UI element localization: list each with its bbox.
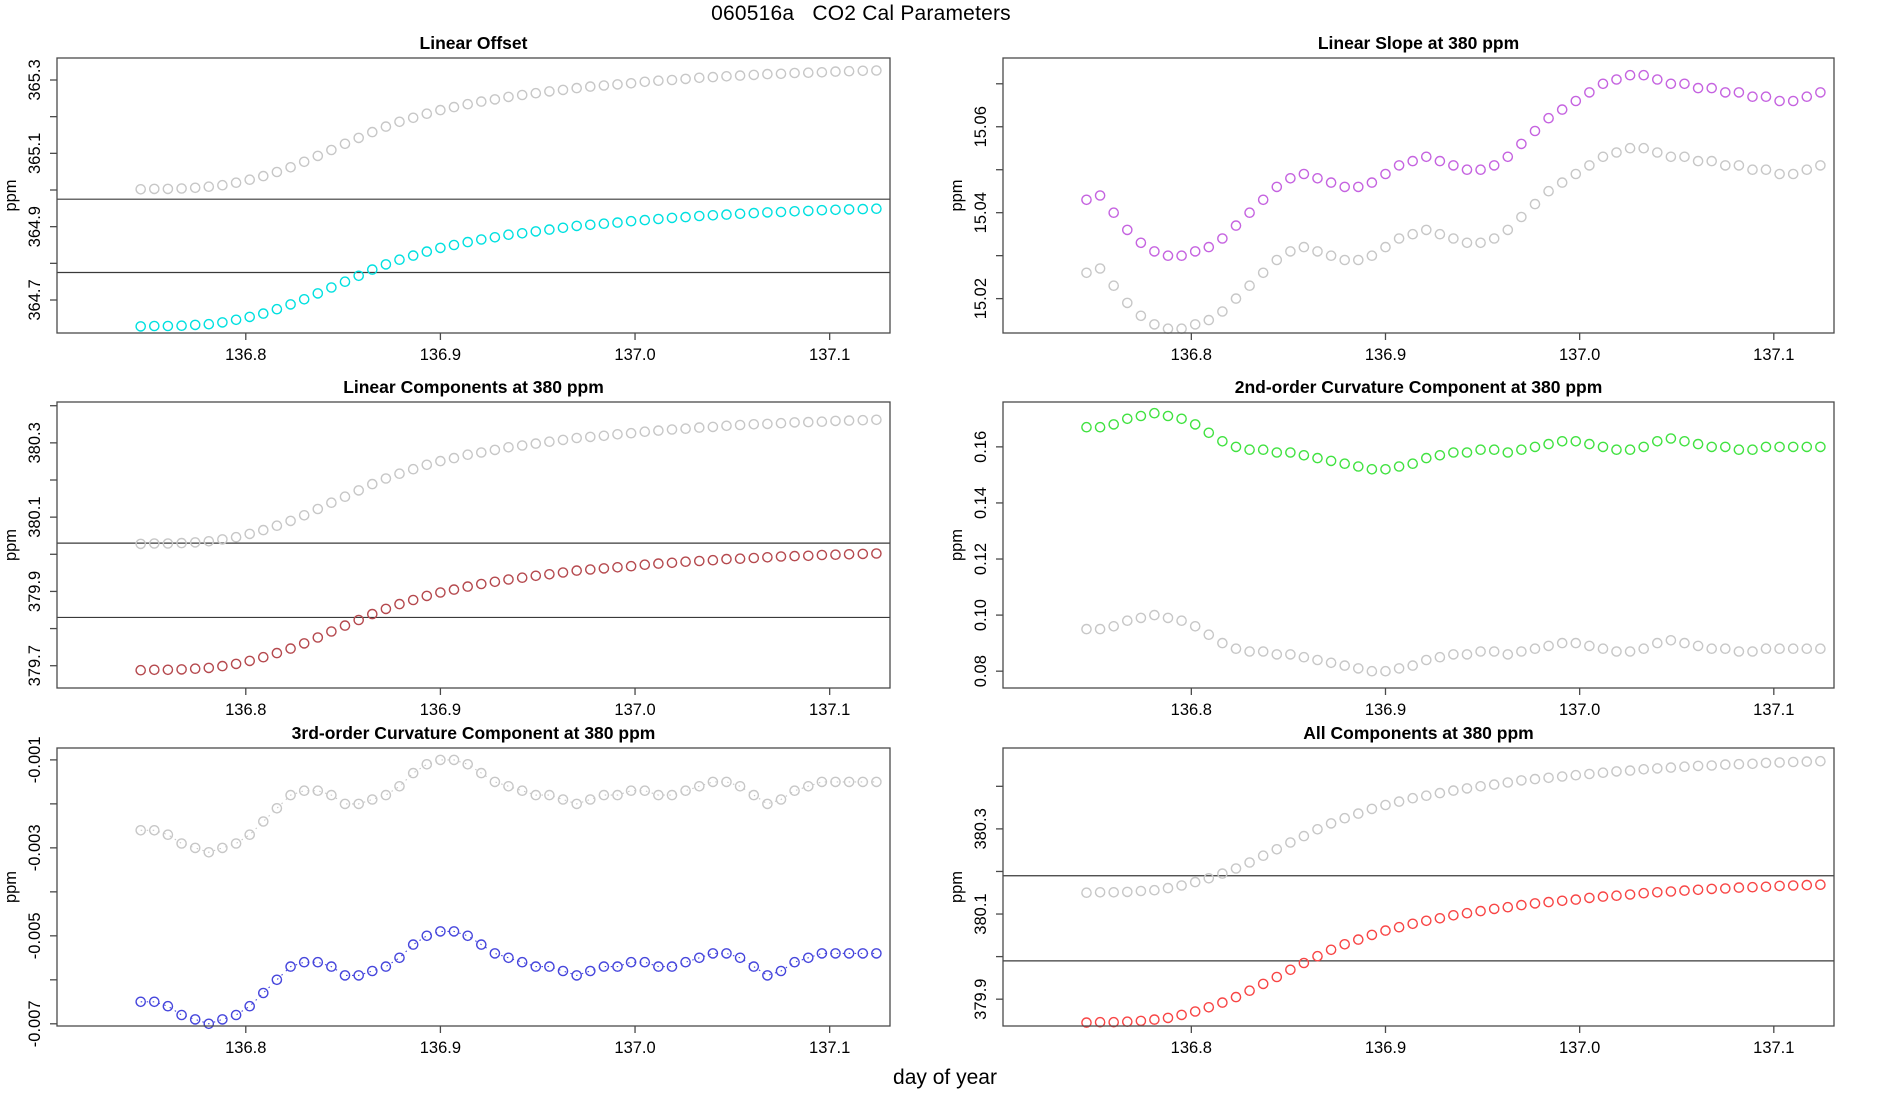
x-tick-label: 136.8 bbox=[1171, 346, 1212, 364]
panel-linear-offset: Linear Offset 136.8 136.9 137.0 137.1 364.7 36… bbox=[2, 30, 904, 379]
y-tick-label: 0.14 bbox=[972, 487, 990, 519]
y-tick-label: -0.005 bbox=[26, 912, 44, 959]
panel-title: Linear Components at 380 ppm bbox=[343, 377, 604, 397]
y-tick-label: -0.003 bbox=[26, 824, 44, 871]
x-tick-label: 137.0 bbox=[614, 346, 655, 364]
series-reference-offset-gray bbox=[135, 65, 882, 195]
plot-frame bbox=[1002, 747, 1835, 1027]
series-reference-curv2-gray bbox=[1081, 609, 1826, 677]
x-axis-label: day of year bbox=[893, 1066, 997, 1089]
x-tick-label: 136.9 bbox=[420, 701, 461, 719]
series-curv2-green bbox=[1081, 407, 1826, 475]
y-tick-label: 379.9 bbox=[26, 571, 44, 612]
x-tick-label: 136.8 bbox=[225, 1039, 266, 1057]
y-tick-label: -0.001 bbox=[26, 736, 44, 783]
panel-title: 3rd-order Curvature Component at 380 ppm bbox=[292, 723, 656, 743]
series-reference-all-gray bbox=[1081, 755, 1826, 898]
x-tick-label: 137.0 bbox=[1559, 1039, 1600, 1057]
series-reference-curv3-gray bbox=[135, 754, 882, 858]
x-tick-label: 137.0 bbox=[614, 1039, 655, 1057]
plot-frame bbox=[56, 401, 891, 689]
series-reference-slope-gray bbox=[1081, 142, 1826, 335]
plot-svg: Linear Offset 136.8 136.9 137.0 137.1 364.7 36… bbox=[2, 33, 891, 364]
y-tick-label: 380.1 bbox=[972, 893, 990, 934]
y-tick-label: 379.9 bbox=[972, 979, 990, 1020]
panel-3rd-order-curvature: 3rd-order Curvature Component at 380 ppm… bbox=[2, 720, 904, 1072]
x-tick-label: 136.9 bbox=[420, 346, 461, 364]
y-tick-label: -0.007 bbox=[26, 1000, 44, 1047]
y-tick-label: 365.3 bbox=[26, 59, 44, 100]
x-tick-label: 137.0 bbox=[1559, 346, 1600, 364]
figure-title: 060516a CO2 Cal Parameters bbox=[711, 2, 1011, 25]
x-tick-label: 136.9 bbox=[1365, 701, 1406, 719]
panel-all-components: All Components at 380 ppm 136.8 136.9 137.0… bbox=[948, 720, 1848, 1072]
panel-linear-slope: Linear Slope at 380 ppm 136.8 136.9 137.0 13… bbox=[948, 30, 1848, 379]
x-tick-label: 136.9 bbox=[1365, 346, 1406, 364]
plot-svg: All Components at 380 ppm 136.8 136.9 137.0… bbox=[948, 723, 1835, 1057]
panel-title: Linear Offset bbox=[420, 33, 528, 53]
panel-title: Linear Slope at 380 ppm bbox=[1318, 33, 1519, 53]
plot-svg: 3rd-order Curvature Component at 380 ppm… bbox=[2, 723, 891, 1057]
y-tick-label: 15.04 bbox=[972, 192, 990, 233]
x-tick-label: 136.9 bbox=[420, 1039, 461, 1057]
x-tick-label: 136.9 bbox=[1365, 1039, 1406, 1057]
series-slope-magenta bbox=[1081, 69, 1826, 261]
plot-frame bbox=[1002, 401, 1835, 689]
panel-2nd-order-curvature: 2nd-order Curvature Component at 380 ppm… bbox=[948, 374, 1848, 734]
y-tick-label: 364.7 bbox=[26, 279, 44, 320]
panel-linear-components: Linear Components at 380 ppm 136.8 136.9 13… bbox=[2, 374, 904, 734]
series-all-red bbox=[1081, 879, 1826, 1028]
y-tick-label: 364.9 bbox=[26, 206, 44, 247]
x-tick-label: 136.8 bbox=[1171, 1039, 1212, 1057]
x-tick-label: 137.0 bbox=[614, 701, 655, 719]
x-tick-label: 137.1 bbox=[809, 1039, 850, 1057]
series-offset-cyan bbox=[135, 203, 882, 332]
x-tick-label: 137.1 bbox=[1753, 346, 1794, 364]
y-tick-label: 0.10 bbox=[972, 599, 990, 631]
x-tick-label: 137.1 bbox=[809, 346, 850, 364]
y-tick-label: 380.1 bbox=[26, 496, 44, 537]
x-tick-label: 137.0 bbox=[1559, 701, 1600, 719]
y-axis-name: ppm bbox=[948, 529, 966, 561]
y-axis-name: ppm bbox=[948, 179, 966, 211]
series-curv3-blue bbox=[135, 926, 882, 1030]
series-reference-linear-gray bbox=[135, 414, 882, 550]
y-tick-label: 379.7 bbox=[26, 645, 44, 686]
y-axis-name: ppm bbox=[2, 529, 20, 561]
y-tick-label: 0.08 bbox=[972, 655, 990, 687]
y-tick-label: 15.02 bbox=[972, 278, 990, 319]
plot-svg: 2nd-order Curvature Component at 380 ppm… bbox=[948, 377, 1835, 719]
y-tick-label: 15.06 bbox=[972, 106, 990, 147]
y-axis-name: ppm bbox=[2, 871, 20, 903]
x-tick-label: 137.1 bbox=[809, 701, 850, 719]
series-linear-brickred bbox=[135, 548, 882, 676]
plot-frame bbox=[56, 747, 891, 1027]
plot-frame bbox=[56, 57, 891, 334]
y-tick-label: 380.3 bbox=[972, 808, 990, 849]
x-tick-label: 136.8 bbox=[1171, 701, 1212, 719]
plot-frame bbox=[1002, 57, 1835, 334]
plot-svg: Linear Slope at 380 ppm 136.8 136.9 137.0 13… bbox=[948, 33, 1835, 364]
y-tick-label: 0.16 bbox=[972, 431, 990, 463]
y-tick-label: 0.12 bbox=[972, 543, 990, 575]
plot-svg: Linear Components at 380 ppm 136.8 136.9 13… bbox=[2, 377, 891, 719]
x-tick-label: 137.1 bbox=[1753, 701, 1794, 719]
y-axis-name: ppm bbox=[948, 871, 966, 903]
y-axis-name: ppm bbox=[2, 179, 20, 211]
y-tick-label: 365.1 bbox=[26, 133, 44, 174]
panel-title: All Components at 380 ppm bbox=[1303, 723, 1533, 743]
y-tick-label: 380.3 bbox=[26, 422, 44, 463]
x-tick-label: 136.8 bbox=[225, 701, 266, 719]
panel-title: 2nd-order Curvature Component at 380 ppm bbox=[1235, 377, 1603, 397]
x-tick-label: 136.8 bbox=[225, 346, 266, 364]
x-tick-label: 137.1 bbox=[1753, 1039, 1794, 1057]
